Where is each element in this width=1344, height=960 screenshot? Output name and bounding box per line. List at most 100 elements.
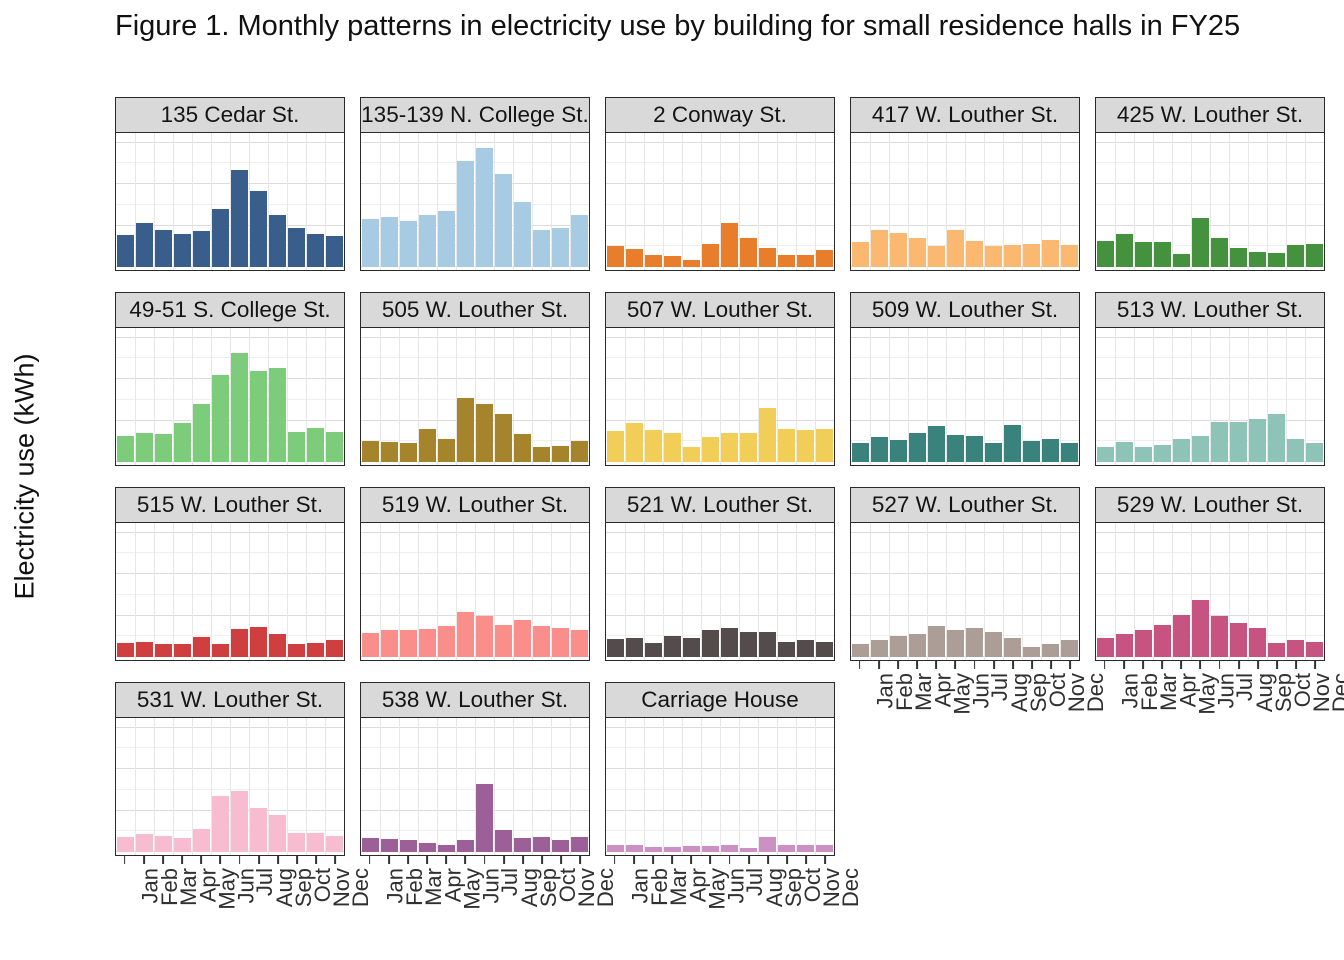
bar-feb <box>871 230 888 267</box>
y-axis-title: Electricity use (kWh) <box>2 97 48 856</box>
bar-oct <box>1023 243 1040 267</box>
gridline-vertical <box>908 133 909 270</box>
facet-strip-label: 527 W. Louther St. <box>871 492 1059 517</box>
gridline-vertical <box>306 328 307 465</box>
bar-jun <box>457 161 474 267</box>
bar-sep <box>514 201 531 267</box>
bar-dec <box>326 431 343 462</box>
bar-may <box>193 231 210 267</box>
bar-aug <box>495 830 512 852</box>
x-axis-tick <box>445 856 448 864</box>
facet-panel-135-139-n-college-st-: 135-139 N. College St. <box>360 97 590 271</box>
y-axis-tick <box>115 571 116 573</box>
bar-jul <box>966 436 983 462</box>
facet-panel-2-conway-st-: 2 Conway St. <box>605 97 835 271</box>
gridline-vertical <box>1153 523 1154 660</box>
bar-aug <box>250 191 267 267</box>
gridline-vertical <box>908 328 909 465</box>
gridline-vertical <box>570 133 571 270</box>
facet-panel-527-w-louther-st-: 527 W. Louther St. Jan Feb Mar Apr May Jun Jul… <box>850 487 1108 715</box>
gridline-vertical <box>815 328 816 465</box>
gridline-vertical <box>984 328 985 465</box>
bar-nov <box>797 430 814 462</box>
y-axis-tick <box>115 808 116 810</box>
gridline-vertical <box>869 133 871 270</box>
gridline-vertical <box>1002 133 1004 270</box>
facet-strip-label: 49-51 S. College St. <box>129 297 331 322</box>
x-axis-tick <box>277 856 279 864</box>
plot-panel <box>360 523 590 661</box>
facet-strip: 2 Conway St. <box>605 97 835 133</box>
bar-aug <box>740 847 757 852</box>
gridline-vertical <box>1133 523 1135 660</box>
gridline-vertical <box>398 718 400 855</box>
gridline-vertical <box>1153 328 1154 465</box>
bar-jun <box>457 612 474 657</box>
bar-sep <box>759 837 776 852</box>
gridline-vertical <box>701 133 702 270</box>
gridline-vertical <box>267 523 269 660</box>
facet-panel-538-w-louther-st-: 538 W. Louther St. Jan Feb Mar Apr May Jun Jul… <box>360 682 618 910</box>
gridline-vertical <box>173 133 174 270</box>
bar-jul <box>721 432 738 462</box>
bar-nov <box>552 627 569 657</box>
bar-oct <box>533 837 550 852</box>
bar-aug <box>250 626 267 657</box>
gridline-vertical <box>757 718 759 855</box>
bar-oct <box>778 429 795 462</box>
gridline-vertical <box>739 718 740 855</box>
bar-apr <box>664 635 681 657</box>
bar-jan <box>852 644 869 657</box>
bar-aug <box>985 246 1002 267</box>
bar-dec <box>816 429 833 462</box>
gridline-vertical <box>191 133 193 270</box>
gridline-vertical <box>1041 523 1042 660</box>
x-axis-tick <box>973 661 976 669</box>
gridline-vertical <box>173 718 174 855</box>
x-axis-label-slot: Mar <box>153 856 201 926</box>
gridline-vertical <box>287 718 288 855</box>
bar-sep <box>269 815 286 852</box>
gridline-vertical <box>287 328 288 465</box>
bar-nov <box>1287 439 1304 462</box>
bar-apr <box>419 629 436 657</box>
bar-apr <box>664 432 681 462</box>
gridline-vertical <box>512 133 514 270</box>
y-axis-tick <box>115 376 116 378</box>
x-axis-label-slot: Aug <box>984 661 1032 731</box>
gridline-vertical <box>456 523 457 660</box>
bar-aug <box>250 808 267 852</box>
gridline-vertical <box>325 523 326 660</box>
bar-aug <box>495 173 512 267</box>
gridline-vertical <box>720 328 721 465</box>
facet-strip-label: 507 W. Louther St. <box>626 297 814 322</box>
x-axis-tick <box>200 856 203 864</box>
gridline-vertical <box>475 328 476 465</box>
x-axis-tick <box>632 856 635 864</box>
facet-strip: 521 W. Louther St. <box>605 487 835 523</box>
bar-apr <box>1154 445 1171 462</box>
bar-oct <box>1268 413 1285 462</box>
gridline-vertical <box>757 523 759 660</box>
gridline-vertical <box>494 328 495 465</box>
bar-apr <box>419 215 436 267</box>
x-axis-tick <box>560 856 563 864</box>
x-axis-label-slot: Sep <box>268 856 316 926</box>
bar-feb <box>871 640 888 657</box>
bar-jun <box>1192 218 1209 267</box>
gridline-vertical <box>230 133 231 270</box>
bar-oct <box>778 254 795 267</box>
bar-dec <box>1306 442 1323 462</box>
facet-strip-label: 505 W. Louther St. <box>381 297 569 322</box>
bar-apr <box>664 255 681 267</box>
bar-oct <box>533 625 550 657</box>
gridline-vertical <box>796 133 797 270</box>
bar-oct <box>533 230 550 267</box>
bar-mar <box>400 840 417 852</box>
x-axis-label-slot: Aug <box>739 856 787 926</box>
bar-jul <box>476 783 493 852</box>
plot-panel <box>1095 328 1325 466</box>
gridline-vertical <box>624 133 626 270</box>
bar-jul <box>721 223 738 267</box>
gridline-vertical <box>926 523 928 660</box>
